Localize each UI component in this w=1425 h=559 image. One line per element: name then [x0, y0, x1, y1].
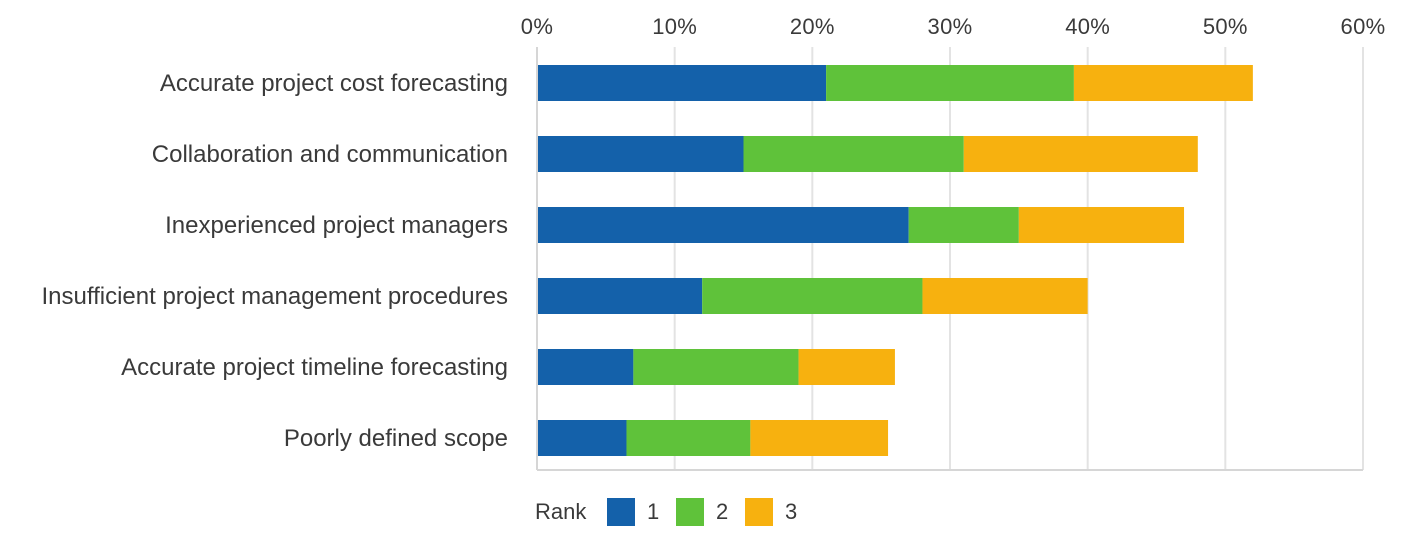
bar-segment-rank-3 [963, 136, 1198, 172]
bar-segment-rank-3 [922, 278, 1088, 314]
legend: Rank 1 2 3 [535, 498, 797, 526]
gridlines [536, 47, 1364, 470]
legend-title: Rank [535, 499, 587, 524]
bars [537, 65, 1253, 456]
category-label: Inexperienced project managers [165, 212, 508, 239]
x-tick-label: 0% [521, 14, 553, 39]
bar-segment-rank-2 [702, 278, 923, 314]
bar-segment-rank-3 [1073, 65, 1253, 101]
bar-segment-rank-2 [908, 207, 1019, 243]
category-label: Accurate project cost forecasting [160, 70, 508, 97]
x-tick-label: 40% [1065, 14, 1110, 39]
x-tick-label: 30% [928, 14, 973, 39]
legend-swatch-rank-2 [676, 498, 704, 526]
bar-segment-rank-3 [750, 420, 889, 456]
legend-label-rank-2: 2 [716, 499, 728, 524]
category-label: Poorly defined scope [284, 425, 508, 452]
bar-segment-rank-1 [537, 207, 909, 243]
x-tick-label: 60% [1341, 14, 1386, 39]
legend-label-rank-3: 3 [785, 499, 797, 524]
bar-segment-rank-2 [633, 349, 799, 385]
bar-segment-rank-1 [537, 278, 703, 314]
legend-swatch-rank-3 [745, 498, 773, 526]
bar-segment-rank-2 [626, 420, 751, 456]
category-label: Collaboration and communication [152, 141, 508, 168]
category-label: Accurate project timeline forecasting [121, 354, 508, 381]
x-tick-label: 10% [652, 14, 697, 39]
category-label: Insufficient project management procedur… [42, 283, 509, 310]
x-tick-label: 20% [790, 14, 835, 39]
bar-segment-rank-3 [798, 349, 895, 385]
legend-label-rank-1: 1 [647, 499, 659, 524]
legend-swatch-rank-1 [607, 498, 635, 526]
x-tick-label: 50% [1203, 14, 1248, 39]
bar-segment-rank-2 [826, 65, 1074, 101]
bar-segment-rank-1 [537, 136, 744, 172]
axes: 0% 10% 20% 30% 40% 50% 60% Accurate project cos… [42, 14, 1386, 471]
bar-segment-rank-1 [537, 349, 634, 385]
bar-segment-rank-1 [537, 65, 827, 101]
bar-segment-rank-3 [1018, 207, 1185, 243]
bar-segment-rank-2 [743, 136, 964, 172]
bar-segment-rank-1 [537, 420, 627, 456]
